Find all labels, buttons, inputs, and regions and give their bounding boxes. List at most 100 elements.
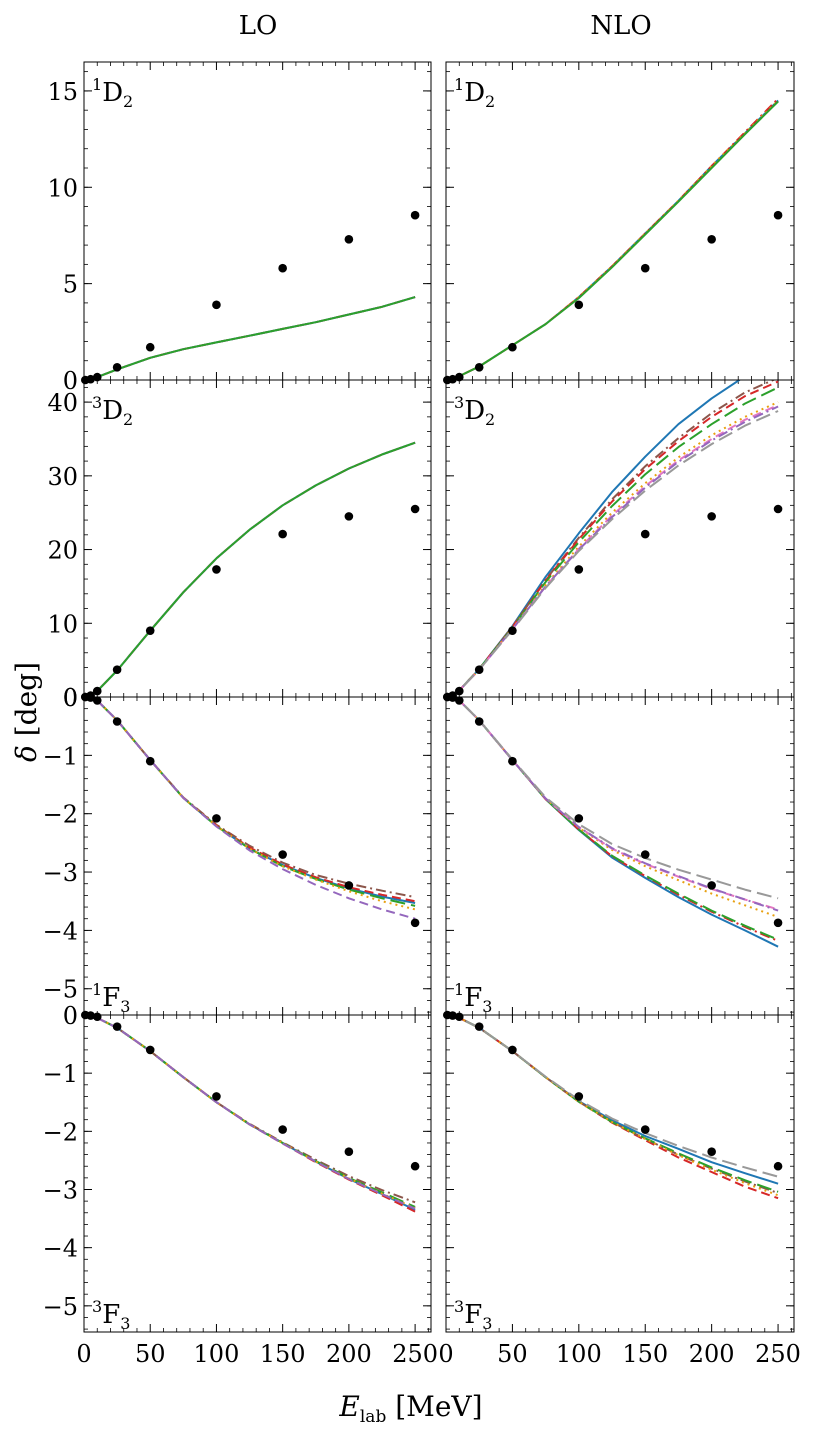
series-line-4 — [446, 401, 779, 697]
data-point — [92, 372, 102, 382]
x-tick-label: 0 — [76, 1340, 91, 1368]
data-point — [707, 512, 716, 521]
panel-lo-1f3: 0 −1 −2 −3 −4 −5 1F3 — [43, 684, 432, 1016]
data-point — [344, 1147, 354, 1156]
x-tick-label: 50 — [497, 1340, 528, 1368]
series-line-7 — [446, 410, 779, 697]
series-line-1 — [446, 97, 779, 380]
x-tick-label: 100 — [194, 1340, 240, 1368]
data-point — [145, 1045, 155, 1055]
series-line-5 — [446, 697, 779, 912]
x-tick-label: 150 — [622, 1340, 668, 1368]
series-line-1 — [446, 697, 779, 942]
series-line-3 — [446, 386, 779, 697]
series-line-1 — [84, 441, 416, 697]
data-point — [574, 814, 584, 823]
series-line-3 — [446, 100, 779, 380]
data-point — [640, 263, 650, 273]
column-title-nlo: NLO — [590, 11, 651, 41]
data-point — [344, 512, 354, 521]
series-line-2 — [84, 441, 416, 697]
panel-lo-3f3: 0 −1 −2 −3 −4 −5 0 50 100 150 200 250 3F3 — [43, 1002, 438, 1368]
data-point — [454, 372, 464, 382]
wave-label: 3F3 — [92, 1297, 130, 1333]
panel-grid: 0 5 10 15 1D2 1D2 0 10 20 30 40 3D2 3D2 0 −1 −2 −3 −4 −5 1F… — [43, 61, 801, 1368]
series-line-1 — [84, 1015, 416, 1204]
data-point — [508, 1045, 517, 1055]
data-point — [574, 300, 584, 310]
data-point — [344, 235, 354, 244]
y-tick-label: −1 — [43, 742, 78, 770]
series-line-0 — [84, 1015, 416, 1211]
curves — [84, 697, 416, 920]
data-point — [454, 1012, 464, 1022]
panel-nlo-1f3: 1F3 — [443, 692, 795, 1016]
data-point — [278, 263, 287, 273]
x-axis-label: Elab [MeV] — [338, 1390, 482, 1427]
data-point — [773, 1161, 783, 1171]
wave-label: 1F3 — [92, 980, 130, 1016]
data-point — [410, 210, 420, 220]
x-tick-label: 50 — [135, 1340, 166, 1368]
wave-label: 1D2 — [454, 75, 495, 111]
data-point — [474, 665, 484, 675]
data-point — [112, 717, 122, 726]
data-point — [145, 756, 155, 766]
panel-nlo-1d2: 1D2 — [443, 61, 795, 385]
y-tick-label: −3 — [43, 859, 78, 887]
data-point — [112, 1022, 122, 1031]
data-point — [707, 1147, 716, 1156]
series-line-0 — [446, 99, 779, 380]
y-tick-label: −3 — [43, 1176, 78, 1204]
data-point — [86, 374, 95, 384]
y-tick-label: 0 — [63, 684, 78, 712]
y-tick-label: 0 — [63, 684, 78, 712]
series-line-1 — [446, 1015, 779, 1200]
panel-nlo-3f3: 0 50 100 150 200 250 3F3 — [438, 1010, 801, 1368]
series-line-2 — [446, 99, 779, 380]
panel-frame — [83, 379, 432, 698]
data-point — [86, 693, 95, 702]
data-point — [640, 529, 650, 539]
panel-nlo-3d2: 3D2 — [443, 379, 795, 702]
y-tick-label: 0 — [63, 1002, 78, 1030]
y-tick-label: −4 — [43, 1235, 78, 1263]
series-line-5 — [84, 1015, 416, 1210]
column-title-lo: LO — [239, 11, 278, 41]
data-point — [474, 362, 484, 372]
y-tick-label: 0 — [63, 367, 78, 395]
panel-frame — [445, 1014, 795, 1333]
series-line-3 — [84, 441, 416, 697]
y-tick-label: 40 — [47, 389, 78, 417]
series-line-2 — [84, 296, 416, 380]
x-tick-label: 100 — [556, 1340, 602, 1368]
data-point — [212, 565, 221, 574]
curves — [446, 697, 779, 948]
data-point — [410, 504, 420, 514]
data-point — [145, 626, 155, 635]
y-tick-label: 30 — [47, 463, 78, 491]
series-line-2 — [84, 697, 416, 903]
series-line-0 — [84, 697, 416, 904]
y-tick-label: 5 — [63, 271, 78, 299]
data-point — [410, 918, 420, 928]
curves — [446, 380, 779, 697]
panel-frame — [83, 1014, 432, 1333]
series-line-3 — [446, 697, 779, 918]
series-line-1 — [84, 296, 416, 380]
data-point — [707, 235, 716, 244]
data-point — [86, 1011, 95, 1020]
series-line-4 — [84, 1015, 416, 1210]
data-point — [112, 362, 122, 372]
series-line-0 — [446, 697, 779, 948]
y-tick-label: −1 — [43, 1060, 78, 1088]
data-point — [773, 210, 783, 220]
series-line-3 — [84, 697, 416, 907]
y-tick-label: 20 — [47, 537, 78, 565]
x-tick-label: 200 — [326, 1340, 372, 1368]
x-tick-label: 250 — [755, 1340, 801, 1368]
series-line-5 — [446, 1015, 779, 1178]
data-point — [278, 850, 287, 859]
data-point — [574, 565, 584, 574]
